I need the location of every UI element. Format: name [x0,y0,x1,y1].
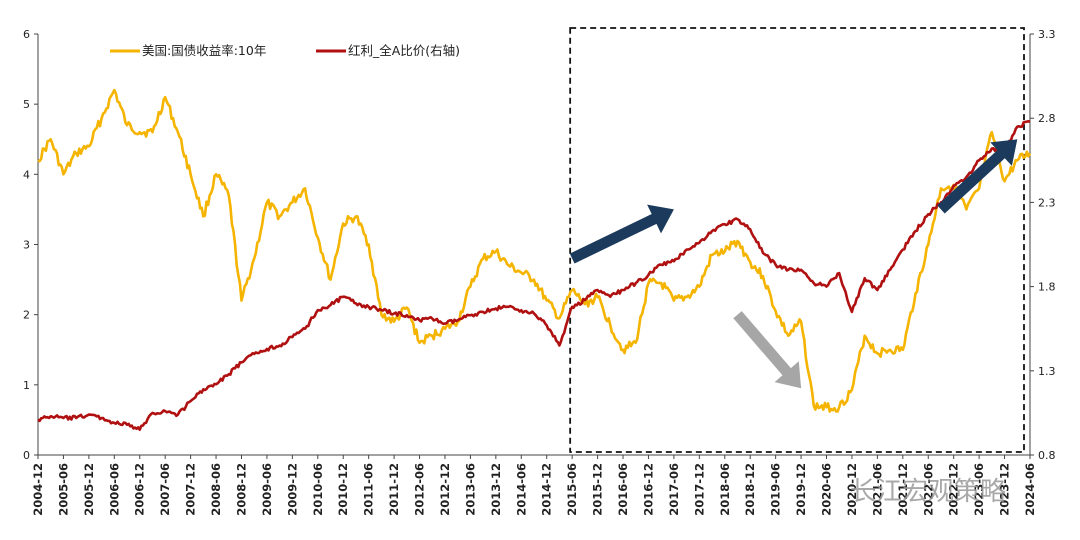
legend: 美国:国债收益率:10年 红利_全A比价(右轴) [110,43,460,58]
x-tick-label: 2005-12 [82,463,96,516]
x-tick-label: 2006-06 [107,463,121,516]
x-tick-label: 2007-06 [158,463,172,516]
x-tick-label: 2009-12 [285,463,299,516]
x-tick-label: 2023-12 [998,463,1012,516]
right-tick-label: 1.8 [1038,281,1056,294]
x-tick-label: 2018-06 [718,463,732,516]
x-tick-label: 2016-12 [641,463,655,516]
left-tick-label: 1 [23,379,30,392]
x-tick-label: 2017-06 [667,463,681,516]
x-tick-label: 2007-12 [184,463,198,516]
x-tick-label: 2024-06 [1023,463,1037,516]
right-tick-label: 2.3 [1038,196,1056,209]
x-tick-label: 2020-06 [820,463,834,516]
x-tick-label: 2010-06 [311,463,325,516]
x-tick-label: 2008-06 [209,463,223,516]
right-tick-label: 1.3 [1038,365,1056,378]
x-tick-label: 2014-06 [514,463,528,516]
x-tick-label: 2013-06 [463,463,477,516]
x-tick-label: 2018-12 [743,463,757,516]
left-tick-label: 3 [23,239,30,252]
highlight-dashed-box [569,27,1025,453]
x-tick-label: 2012-06 [413,463,427,516]
x-tick-label: 2020-12 [845,463,859,516]
x-tick-label: 2011-06 [362,463,376,516]
legend-label-us10y: 美国:国债收益率:10年 [142,43,266,58]
up-arrow [569,204,674,264]
x-tick-label: 2017-12 [692,463,706,516]
highlight-box [569,27,1025,453]
x-tick-label: 2010-12 [336,463,350,516]
x-tick-label: 2011-12 [387,463,401,516]
series-line-us10y [37,88,1032,413]
x-tick-label: 2023-06 [972,463,986,516]
x-tick-label: 2012-12 [438,463,452,516]
right-tick-label: 0.8 [1038,449,1056,462]
x-tick-label: 2021-12 [896,463,910,516]
x-tick-label: 2022-12 [947,463,961,516]
x-tick-label: 2008-12 [234,463,248,516]
x-tick-label: 2013-12 [489,463,503,516]
x-tick-label: 2015-12 [591,463,605,516]
x-tick-label: 2019-06 [769,463,783,516]
x-tick-label: 2016-06 [616,463,630,516]
x-tick-label: 2005-06 [56,463,70,516]
watermark-text: 长江宏观策略 [850,477,1006,507]
right-tick-label: 2.8 [1038,112,1056,125]
down-arrow [733,311,802,389]
legend-label-dividend-ratio: 红利_全A比价(右轴) [348,43,460,58]
series-line-dividend-ratio [37,120,1031,431]
left-tick-label: 5 [23,98,30,111]
series-lines [37,88,1032,431]
axes: 0 1 2 3 4 5 6 0.8 1.3 1.8 2.3 2.8 3.3 2004-12 2005-06 2… [23,28,1056,516]
right-tick-label: 3.3 [1038,28,1056,41]
trend-arrows [569,139,1018,389]
left-tick-label: 6 [23,28,30,41]
left-tick-label: 0 [23,449,30,462]
x-tick-label: 2019-12 [794,463,808,516]
x-tick-label: 2015-06 [565,463,579,516]
x-tick-label: 2009-06 [260,463,274,516]
x-tick-label: 2021-06 [870,463,884,516]
left-tick-label: 4 [23,168,30,181]
up-arrow [937,139,1018,214]
x-tick-label: 2006-12 [133,463,147,516]
x-tick-label: 2022-06 [921,463,935,516]
x-tick-label: 2004-12 [31,463,45,516]
x-tick-label: 2014-12 [540,463,554,516]
left-tick-label: 2 [23,309,30,322]
